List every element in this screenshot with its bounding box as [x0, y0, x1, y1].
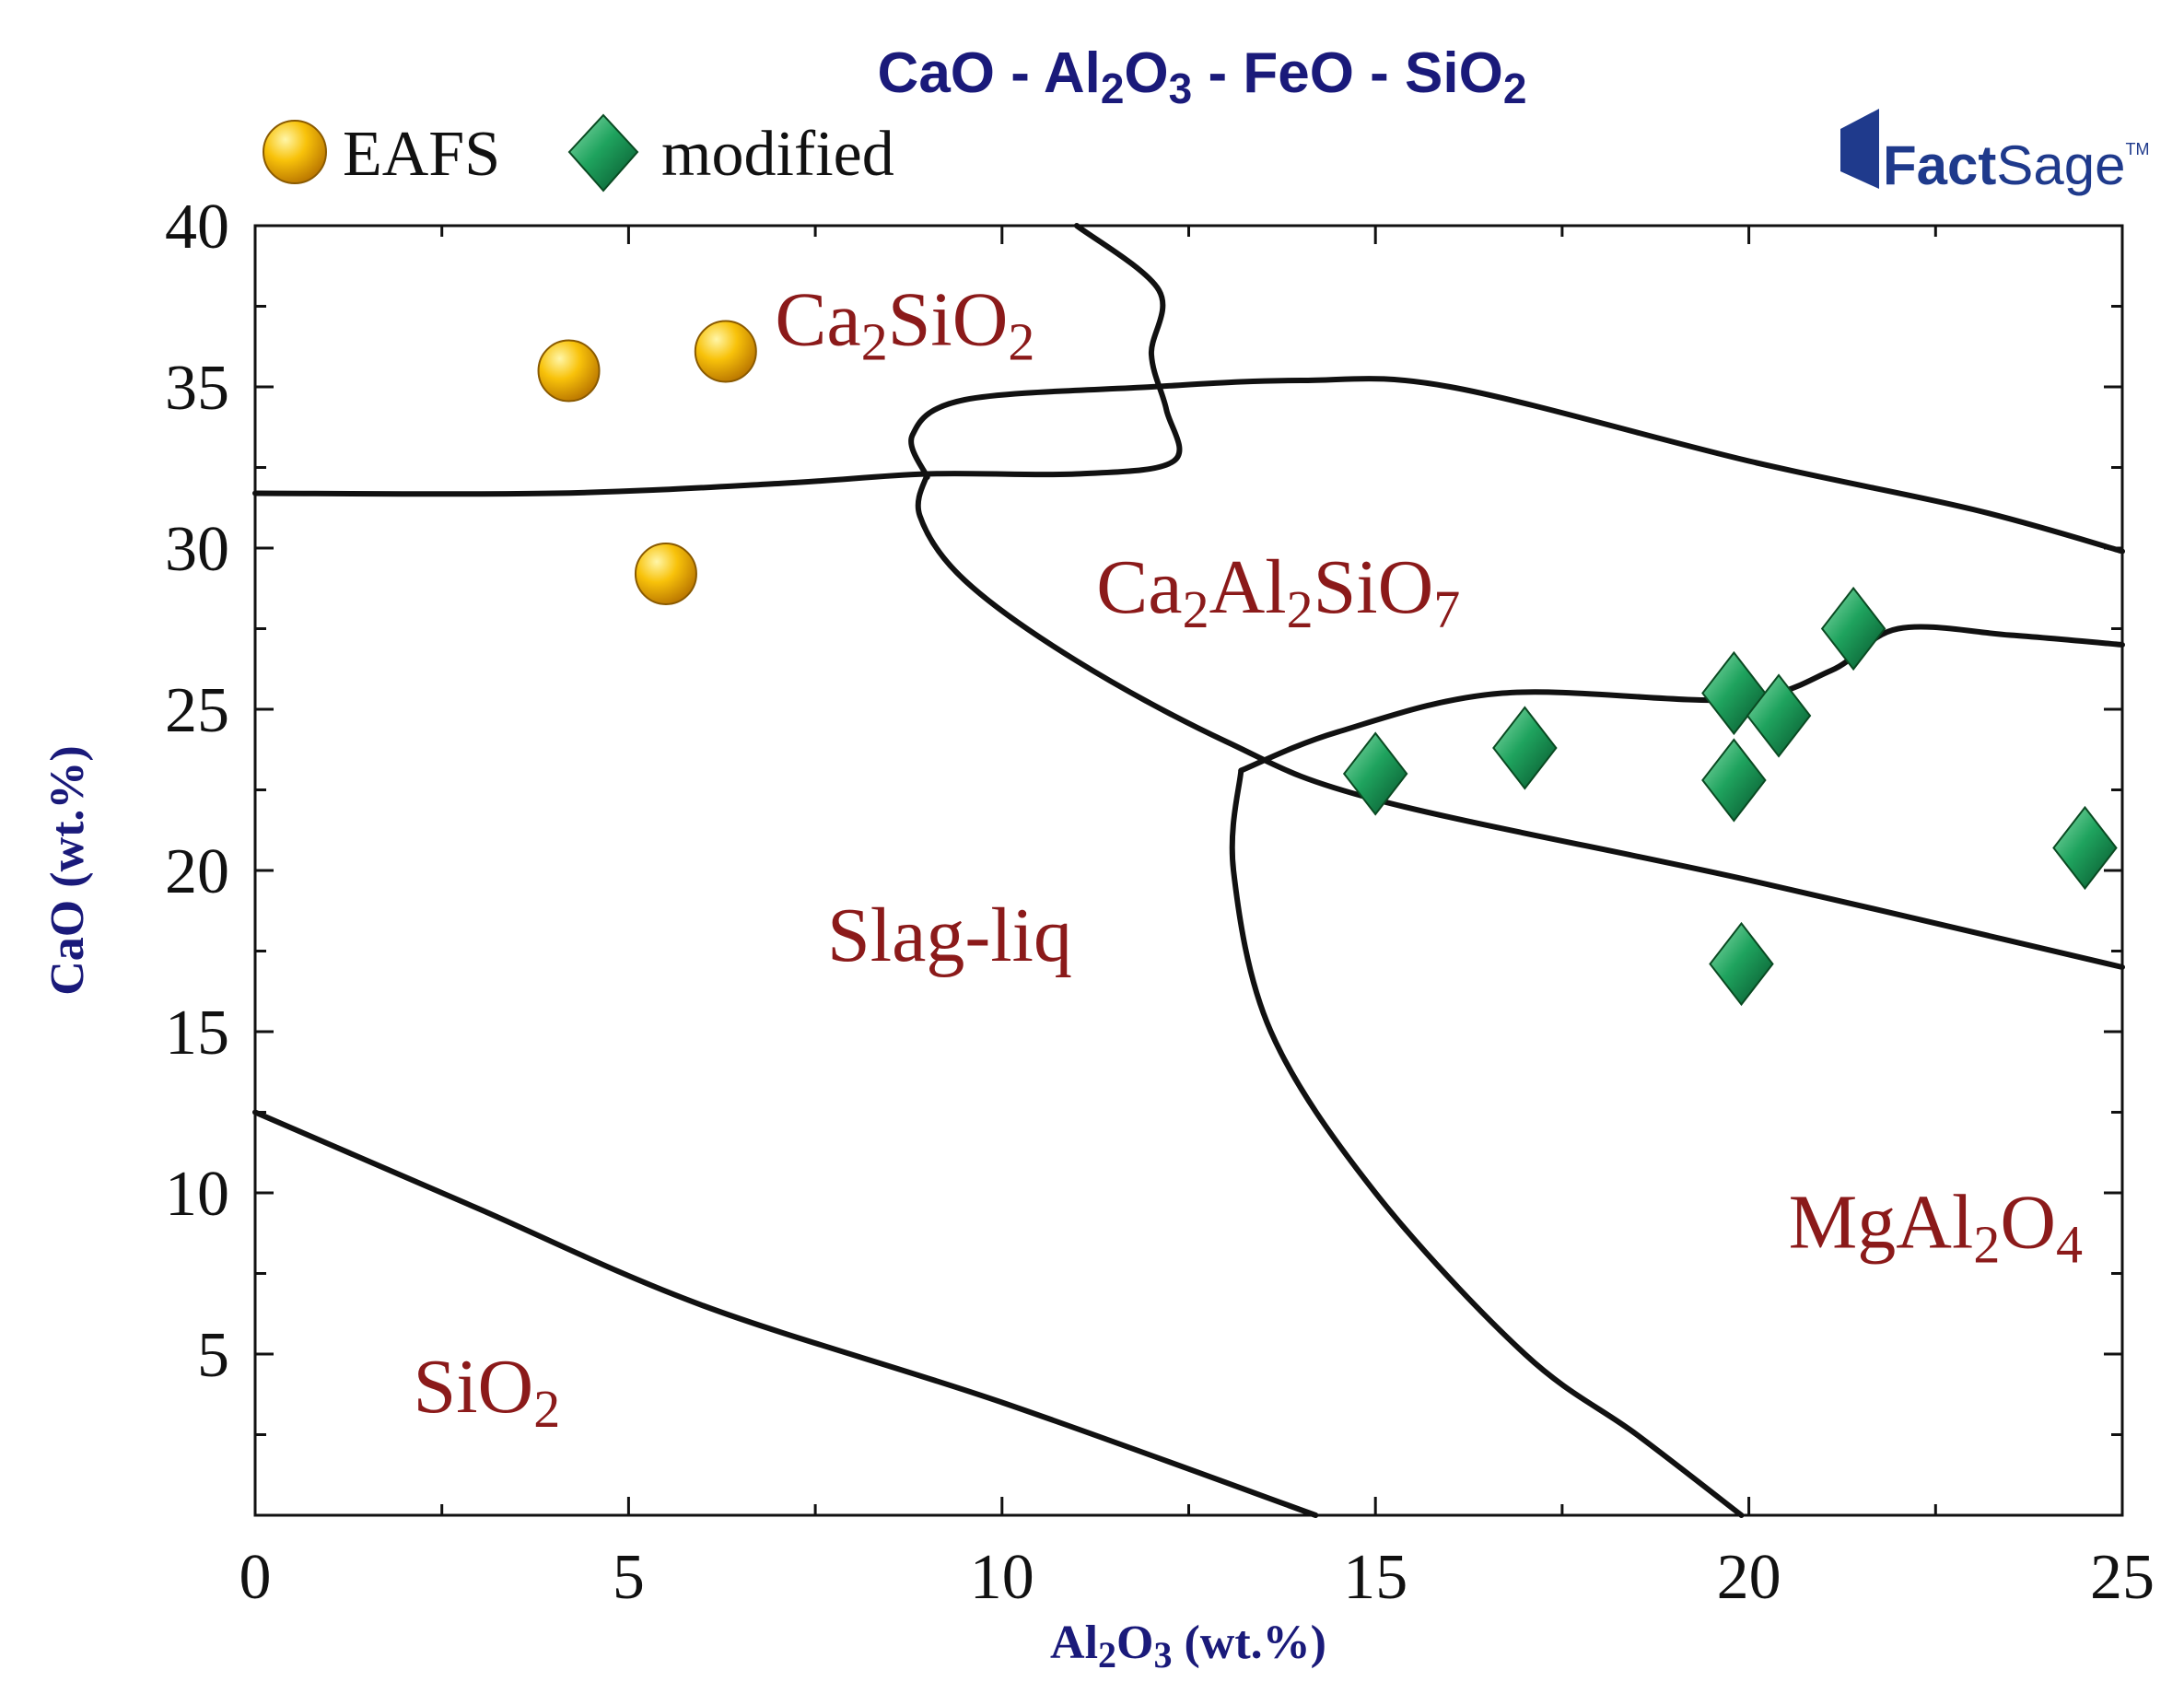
factsage-logo-text: FactSageTM — [1883, 134, 2150, 196]
modified-point — [2052, 805, 2118, 891]
region-labels: Ca2SiO2 Ca2Al2SiO7 Slag-liq MgAl2O4 SiO2 — [413, 277, 2082, 1440]
x-tick-label: 10 — [970, 1542, 1034, 1613]
Ca2Al2SiO7-lower-boundary — [915, 471, 2125, 970]
factsage-logo-mark — [1840, 109, 1879, 189]
region-label-mgal2o4: MgAl2O4 — [1789, 1180, 2083, 1275]
legend-modified-label: modified — [661, 119, 894, 190]
phase-boundaries — [252, 223, 2125, 1518]
x-tick-label: 5 — [613, 1542, 645, 1613]
data-points — [537, 320, 2118, 1007]
y-tick-label: 40 — [165, 192, 229, 263]
legend-modified-marker — [567, 113, 639, 193]
chart-title: CaO - Al2O3 - FeO - SiO2 — [878, 41, 1527, 112]
y-tick-label: 25 — [165, 675, 229, 746]
legend: EAFS modified — [263, 113, 894, 193]
y-tick-label: 10 — [165, 1159, 229, 1230]
spinel-left-boundary — [1229, 767, 1745, 1518]
modified-point — [1492, 706, 1558, 790]
x-axis-label: Al2O3 (wt.%) — [1050, 1617, 1326, 1676]
modified-point — [1820, 586, 1886, 671]
plot-area — [253, 224, 2124, 1517]
y-tick-label: 20 — [165, 836, 229, 907]
y-tick-label: 5 — [197, 1320, 229, 1391]
y-tick-label: 30 — [165, 514, 229, 585]
modified-point — [1746, 673, 1812, 758]
factsage-logo: FactSageTM — [1840, 109, 2150, 196]
region-label-ca2sio2: Ca2SiO2 — [775, 277, 1034, 372]
legend-eafs-marker — [263, 120, 327, 184]
region-label-slag-liq: Slag-liq — [827, 893, 1072, 978]
legend-eafs-label: EAFS — [343, 119, 500, 190]
x-tick-label: 15 — [1343, 1542, 1407, 1613]
modified-point — [1701, 738, 1767, 823]
region-label-ca2al2sio7: Ca2Al2SiO7 — [1096, 544, 1460, 639]
eafs-point — [537, 339, 601, 403]
axis-ticks: 0 5 10 15 20 25 5 10 15 20 25 30 35 40 — [165, 192, 2155, 1613]
x-tick-label: 0 — [239, 1542, 272, 1613]
eafs-point — [634, 543, 697, 605]
liquid-left-boundary — [252, 223, 1183, 497]
y-axis-label: CaO (wt.%) — [41, 745, 94, 996]
SiO2-boundary — [252, 1109, 1319, 1518]
y-tick-label: 15 — [165, 998, 229, 1069]
x-tick-label: 20 — [1717, 1542, 1781, 1613]
x-tick-label: 25 — [2090, 1542, 2155, 1613]
eafs-point — [694, 320, 757, 383]
Ca2SiO4-upper-boundary — [908, 376, 2125, 555]
modified-point — [1709, 921, 1774, 1007]
region-label-sio2: SiO2 — [413, 1344, 560, 1439]
y-tick-label: 35 — [165, 353, 229, 424]
modified-point — [1342, 731, 1408, 816]
